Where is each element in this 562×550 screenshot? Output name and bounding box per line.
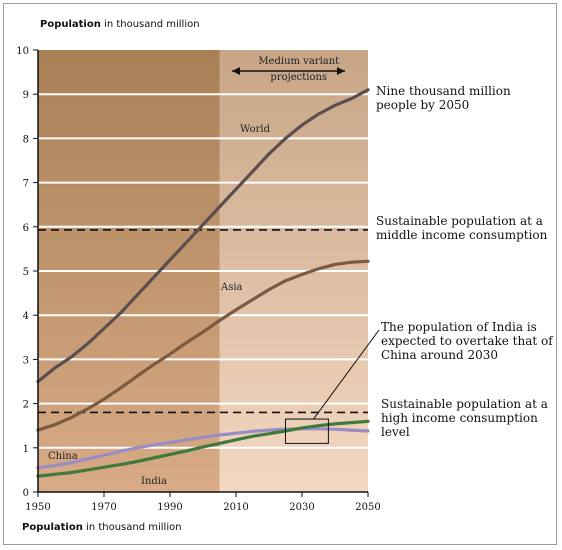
y-tick-label: 10: [16, 46, 29, 57]
label-india: India: [141, 476, 167, 487]
annotation-high-income: Sustainable population at a high income …: [381, 397, 548, 439]
figure-frame: [3, 3, 557, 545]
y-tick-label: 0: [23, 488, 29, 499]
chart-title: Population in thousand million: [40, 19, 200, 30]
x-tick-label: 2050: [355, 502, 380, 513]
y-tick-label: 3: [23, 355, 29, 366]
x-tick-label: 1990: [157, 502, 182, 513]
series-asia: [36, 259, 370, 432]
x-tick-label: 2010: [223, 502, 248, 513]
overtake-pointer: [313, 329, 380, 420]
annotation-overtake: The population of India is expected to o…: [381, 320, 553, 362]
y-tick-label: 1: [23, 444, 29, 455]
y-tick-label: 6: [23, 223, 29, 234]
projection-label-line1: Medium variant: [258, 56, 339, 67]
y-tick-label: 2: [23, 400, 29, 411]
series-world: [36, 88, 370, 384]
arrow-left-icon: [232, 67, 240, 75]
label-china: China: [48, 451, 78, 462]
y-tick-label: 7: [23, 179, 29, 190]
projection-label-line2: projections: [270, 72, 327, 83]
x-tick-label: 1970: [91, 502, 116, 513]
y-tick-label: 8: [23, 134, 29, 145]
label-asia: Asia: [220, 282, 243, 293]
overtake-box: [285, 418, 329, 444]
y-tick-label: 4: [23, 311, 29, 322]
x-tick-label: 2030: [289, 502, 314, 513]
x-axis-title: Population in thousand million: [22, 522, 182, 533]
x-tick-label: 1950: [25, 502, 50, 513]
label-world: World: [240, 124, 271, 135]
y-tick-label: 5: [23, 267, 29, 278]
y-tick-label: 9: [23, 90, 29, 101]
arrow-right-icon: [337, 67, 345, 75]
series-china: [36, 427, 370, 470]
annotation-nine-thousand: Nine thousand million people by 2050: [376, 84, 511, 112]
series-india: [36, 419, 370, 478]
annotation-middle-income: Sustainable population at a middle incom…: [376, 214, 548, 242]
